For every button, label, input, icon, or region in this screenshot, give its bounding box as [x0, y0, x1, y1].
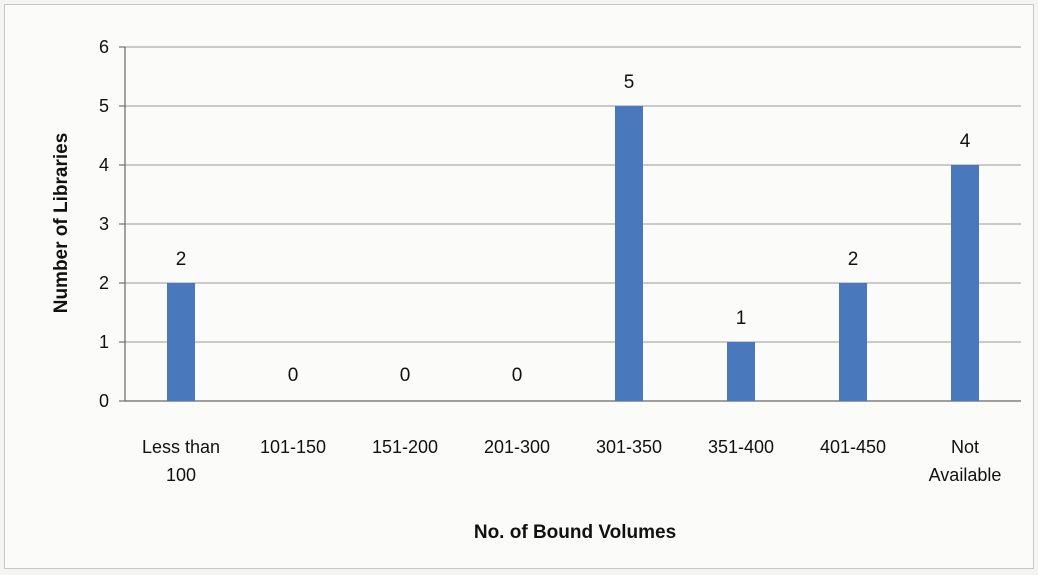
x-tick-label: 151-200 — [372, 437, 438, 457]
y-tick-label: 3 — [99, 214, 109, 234]
data-label: 4 — [960, 131, 971, 152]
bar-chart: 0 1 2 3 4 5 6 2 0 0 0 5 1 2 4 Less than 100 101-150 151-… — [51, 37, 1021, 543]
y-axis-title: Number of Libraries — [51, 133, 72, 314]
y-tick-label: 5 — [99, 96, 109, 116]
data-label: 2 — [176, 249, 187, 270]
x-tick-label: 351-400 — [708, 437, 774, 457]
x-tick-label: 100 — [166, 465, 196, 485]
data-label: 0 — [400, 365, 411, 386]
y-tick-label: 1 — [99, 332, 109, 352]
bar — [615, 106, 643, 401]
x-tick-label: Available — [929, 465, 1002, 485]
y-tick-label: 2 — [99, 273, 109, 293]
y-tick-label: 4 — [99, 155, 109, 175]
data-label: 0 — [288, 365, 299, 386]
bars — [167, 106, 979, 401]
x-tick-label: 201-300 — [484, 437, 550, 457]
x-tick-label: Less than — [142, 437, 220, 457]
y-tick-label: 0 — [99, 391, 109, 411]
bar — [951, 165, 979, 401]
axes — [119, 46, 1021, 402]
data-label: 2 — [848, 249, 859, 270]
data-label: 5 — [624, 72, 635, 93]
y-tick-labels: 0 1 2 3 4 5 6 — [99, 37, 109, 411]
bar — [839, 283, 867, 401]
bar — [727, 342, 755, 401]
x-tick-label: Not — [951, 437, 979, 457]
x-axis-title: No. of Bound Volumes — [474, 522, 676, 543]
data-labels: 2 0 0 0 5 1 2 4 — [176, 72, 971, 386]
y-tick-label: 6 — [99, 37, 109, 57]
bar — [167, 283, 195, 401]
data-label: 1 — [736, 308, 747, 329]
x-tick-label: 301-350 — [596, 437, 662, 457]
gridlines — [125, 46, 1021, 343]
x-tick-labels: Less than 100 101-150 151-200 201-300 301-350… — [142, 437, 1001, 485]
data-label: 0 — [512, 365, 523, 386]
chart-container: 0 1 2 3 4 5 6 2 0 0 0 5 1 2 4 Less than 100 101-150 151-… — [4, 4, 1034, 569]
x-tick-label: 101-150 — [260, 437, 326, 457]
x-tick-label: 401-450 — [820, 437, 886, 457]
